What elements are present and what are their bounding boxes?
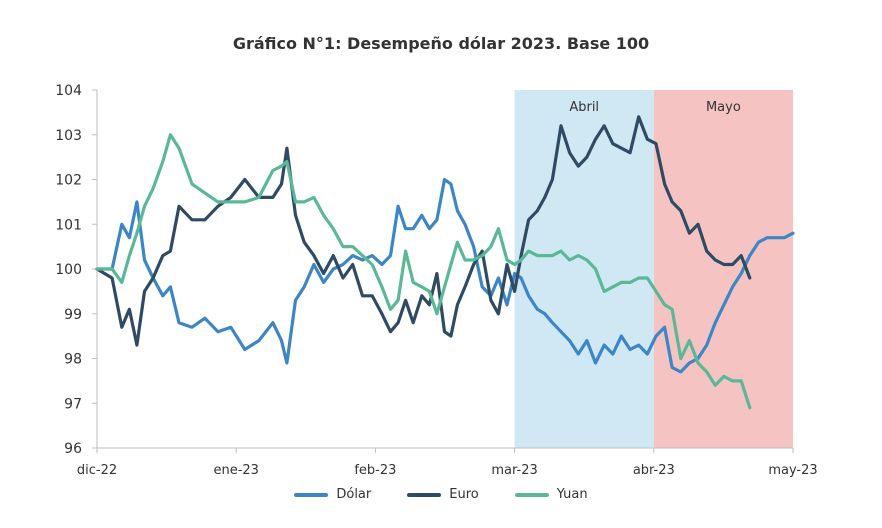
series-line-euro: [95, 115, 752, 347]
x-tick-label: feb-23: [354, 463, 396, 478]
x-tick-label: may-23: [768, 463, 817, 478]
x-tick-label: dic-22: [77, 463, 117, 478]
legend-item-dolar: Dólar: [294, 487, 371, 502]
legend-swatch-yuan: [514, 492, 549, 497]
y-tick-label: 103: [55, 128, 82, 144]
series-line-yuan: [95, 133, 752, 410]
y-tick-label: 104: [55, 83, 82, 99]
series-line-dolar: [95, 177, 795, 374]
legend-swatch-dolar: [294, 492, 329, 497]
shaded-region-mayo: [653, 90, 793, 448]
legend-swatch-euro: [407, 492, 442, 497]
y-tick-label: 102: [55, 173, 82, 189]
y-tick-label: 99: [64, 307, 82, 323]
y-tick-label: 97: [64, 396, 82, 412]
legend: Dólar Euro Yuan: [0, 487, 882, 502]
legend-item-euro: Euro: [407, 487, 479, 502]
x-tick-label: mar-23: [491, 463, 537, 478]
series-lines: [95, 115, 795, 410]
chart-title: Gráfico N°1: Desempeño dólar 2023. Base …: [232, 34, 650, 53]
x-tick-label: abr-23: [633, 463, 675, 478]
shaded-region-label-abril: Abril: [569, 100, 599, 115]
x-tick-label: ene-23: [213, 463, 258, 478]
y-tick-label: 100: [55, 262, 82, 278]
y-tick-label: 101: [55, 217, 82, 233]
legend-label-euro: Euro: [449, 487, 479, 502]
y-tick-label: 96: [64, 441, 82, 457]
legend-item-yuan: Yuan: [514, 487, 588, 502]
legend-label-yuan: Yuan: [556, 487, 588, 502]
legend-label-dolar: Dólar: [336, 487, 372, 502]
shaded-region-label-mayo: Mayo: [706, 100, 741, 115]
axes: 96 97 98 99 100 101 102 103 104 dic-22 ene-23 feb-2…: [55, 83, 817, 478]
y-tick-label: 98: [64, 352, 82, 368]
